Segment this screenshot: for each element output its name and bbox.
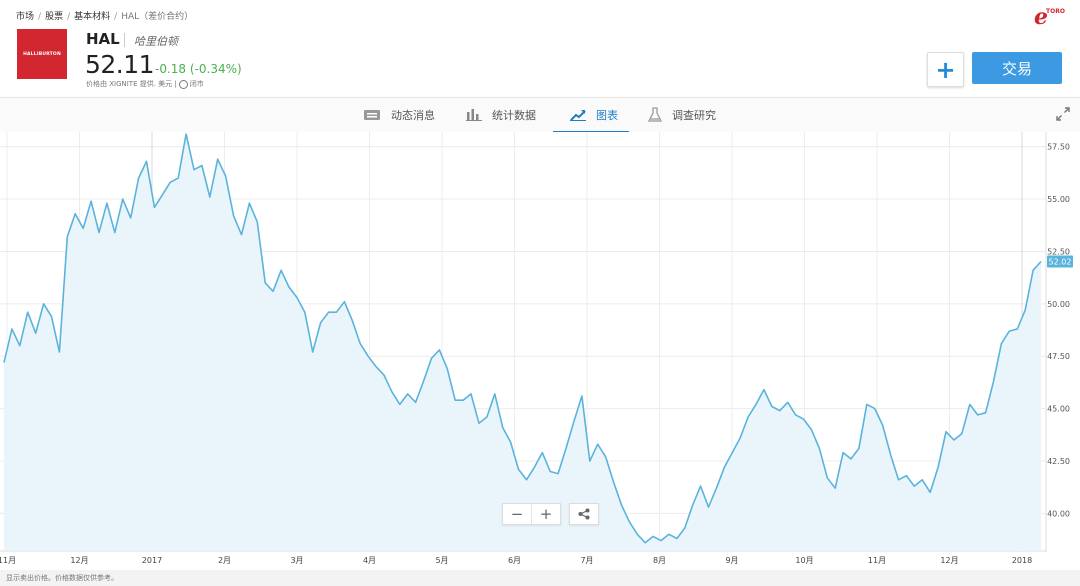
price-source: 价格由 XIGNITE 提供. 美元 | 闭市 bbox=[86, 79, 204, 89]
breadcrumb-separator: / bbox=[114, 12, 118, 22]
zoom-controls: − + bbox=[502, 503, 561, 525]
x-tick-label: 10月 bbox=[795, 556, 813, 565]
ticker-symbol: HAL bbox=[86, 30, 120, 48]
price-chart[interactable]: 57.50 55.00 52.50 50.00 47.50 45.00 42.50 40.00… bbox=[0, 132, 1080, 570]
y-tick-label: 45.00 bbox=[1047, 405, 1070, 414]
tab-research[interactable]: 调查研究 bbox=[648, 98, 716, 132]
brand-logo-letter: e bbox=[1034, 4, 1048, 30]
company-name: 哈里伯顿 bbox=[134, 35, 178, 48]
tab-stats-label: 统计数据 bbox=[492, 109, 536, 122]
x-tick-label: 7月 bbox=[580, 556, 593, 565]
company-logo-text: HALLIBURTON bbox=[23, 51, 61, 57]
y-tick-label: 40.00 bbox=[1047, 509, 1070, 518]
breadcrumb-markets[interactable]: 市场 bbox=[16, 12, 35, 22]
disclaimer-bar: 显示卖出价格。价格数据仅供参考。 bbox=[0, 570, 1080, 586]
y-tick-label: 52.50 bbox=[1047, 247, 1070, 256]
x-tick-label: 9月 bbox=[725, 556, 738, 565]
y-tick-label: 42.50 bbox=[1047, 457, 1070, 466]
y-tick-label: 57.50 bbox=[1047, 143, 1070, 152]
tab-research-label: 调查研究 bbox=[672, 109, 716, 122]
tab-stats[interactable]: 统计数据 bbox=[466, 98, 536, 132]
x-tick-label: 12月 bbox=[940, 556, 958, 565]
breadcrumb: 市场 / 股票 / 基本材料 / HAL（差价合约） bbox=[16, 9, 193, 22]
breadcrumb-stocks[interactable]: 股票 bbox=[45, 12, 64, 22]
y-tick-label: 55.00 bbox=[1047, 195, 1070, 204]
trade-button[interactable]: 交易 bbox=[972, 52, 1062, 84]
tab-news-label: 动态消息 bbox=[391, 109, 435, 122]
x-tick-label: 2018 bbox=[1012, 556, 1032, 565]
last-price-label: 52.02 bbox=[1049, 258, 1072, 267]
breadcrumb-separator: / bbox=[38, 12, 42, 22]
disclaimer-text: 显示卖出价格。价格数据仅供参考。 bbox=[6, 574, 118, 582]
tab-news[interactable]: 动态消息 bbox=[363, 98, 435, 132]
x-tick-label: 6月 bbox=[508, 556, 521, 565]
y-tick-label: 47.50 bbox=[1047, 352, 1070, 361]
x-tick-label: 2月 bbox=[218, 556, 231, 565]
price-change: -0.18 (-0.34%) bbox=[155, 62, 242, 76]
market-status: 闭市 bbox=[189, 80, 204, 88]
brand-logo[interactable]: e TORO bbox=[1034, 4, 1070, 32]
tab-bar: 动态消息 统计数据 图表 调查研究 bbox=[0, 97, 1080, 133]
x-tick-label: 11月 bbox=[868, 556, 886, 565]
share-icon bbox=[578, 508, 590, 520]
tab-chart[interactable]: 图表 bbox=[553, 98, 629, 133]
price-line bbox=[3, 133, 1042, 544]
ticker-divider bbox=[124, 33, 125, 47]
x-tick-label: 12月 bbox=[70, 556, 88, 565]
breadcrumb-basic-materials[interactable]: 基本材料 bbox=[74, 12, 111, 22]
bar-stats-icon bbox=[466, 109, 482, 121]
news-icon bbox=[364, 110, 380, 120]
x-tick-label: 5月 bbox=[435, 556, 448, 565]
share-button[interactable] bbox=[569, 503, 599, 525]
clock-icon bbox=[178, 79, 188, 89]
tab-chart-label: 图表 bbox=[596, 109, 618, 122]
last-price-badge bbox=[1047, 255, 1073, 268]
add-to-watchlist-button[interactable]: + bbox=[927, 52, 964, 87]
flask-icon bbox=[648, 107, 662, 122]
price-source-text: 价格由 XIGNITE 提供. 美元 | bbox=[86, 80, 177, 88]
current-price: 52.11 bbox=[85, 50, 155, 79]
x-tick-label: 8月 bbox=[653, 556, 666, 565]
x-tick-label: 11月 bbox=[0, 556, 16, 565]
brand-logo-text: TORO bbox=[1046, 8, 1065, 15]
x-tick-label: 4月 bbox=[363, 556, 376, 565]
y-tick-label: 50.00 bbox=[1047, 300, 1070, 309]
price-area bbox=[4, 134, 1041, 551]
breadcrumb-separator: / bbox=[67, 12, 71, 22]
chart-trend-icon bbox=[570, 110, 586, 121]
company-logo: HALLIBURTON bbox=[17, 29, 67, 79]
x-tick-label: 2017 bbox=[142, 556, 162, 565]
chart-controls: − + bbox=[502, 503, 599, 525]
zoom-out-button[interactable]: − bbox=[510, 505, 524, 523]
expand-icon[interactable] bbox=[1056, 107, 1070, 121]
zoom-in-button[interactable]: + bbox=[531, 504, 560, 524]
breadcrumb-current: HAL（差价合约） bbox=[121, 12, 194, 22]
x-tick-label: 3月 bbox=[290, 556, 303, 565]
